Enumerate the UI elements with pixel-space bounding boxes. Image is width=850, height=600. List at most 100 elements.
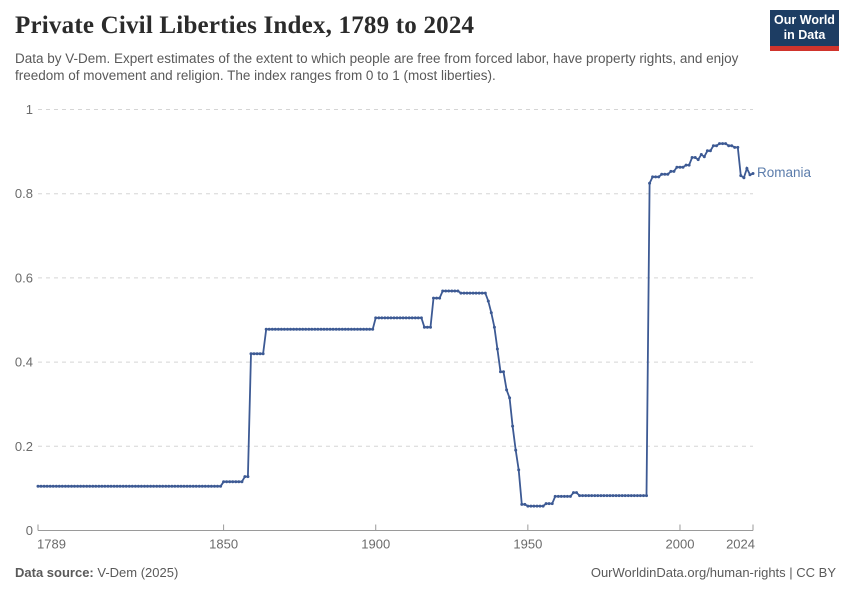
data-point[interactable] (526, 504, 530, 508)
data-point[interactable] (79, 484, 83, 488)
data-point[interactable] (468, 291, 472, 295)
data-point[interactable] (596, 494, 600, 498)
data-point[interactable] (203, 484, 207, 488)
data-point[interactable] (699, 153, 703, 156)
data-point[interactable] (170, 484, 174, 488)
data-point[interactable] (742, 176, 746, 180)
data-point[interactable] (599, 494, 603, 498)
data-point[interactable] (514, 448, 518, 452)
data-point[interactable] (276, 327, 280, 331)
data-point[interactable] (209, 484, 213, 488)
data-point[interactable] (480, 291, 484, 295)
data-point[interactable] (213, 484, 216, 488)
data-point[interactable] (130, 484, 134, 488)
data-point[interactable] (739, 174, 743, 178)
data-point[interactable] (39, 484, 43, 488)
data-point[interactable] (511, 424, 515, 428)
data-point[interactable] (401, 316, 405, 320)
data-point[interactable] (645, 494, 648, 498)
data-point[interactable] (745, 166, 749, 170)
data-point[interactable] (146, 484, 149, 488)
data-point[interactable] (416, 316, 420, 320)
data-point[interactable] (483, 291, 487, 295)
data-point[interactable] (252, 352, 256, 356)
data-point[interactable] (322, 327, 326, 331)
data-point[interactable] (173, 484, 177, 488)
data-point[interactable] (371, 327, 375, 331)
data-point[interactable] (562, 494, 566, 498)
data-point[interactable] (617, 494, 621, 498)
data-point[interactable] (456, 289, 460, 293)
data-point[interactable] (48, 484, 52, 488)
data-point[interactable] (547, 502, 551, 506)
data-point[interactable] (654, 175, 658, 179)
data-point[interactable] (316, 327, 320, 331)
data-point[interactable] (255, 352, 259, 356)
data-point[interactable] (139, 484, 143, 488)
data-point[interactable] (471, 291, 475, 295)
data-point[interactable] (459, 291, 463, 295)
data-point[interactable] (182, 484, 186, 488)
data-point[interactable] (675, 165, 679, 169)
data-point[interactable] (705, 149, 709, 153)
data-point[interactable] (112, 484, 116, 488)
data-point[interactable] (429, 325, 432, 329)
data-point[interactable] (66, 484, 70, 488)
data-point[interactable] (532, 504, 536, 508)
data-point[interactable] (136, 484, 140, 488)
data-point[interactable] (711, 144, 715, 148)
data-point[interactable] (632, 494, 636, 498)
data-point[interactable] (73, 484, 76, 488)
data-point[interactable] (243, 475, 247, 479)
data-point[interactable] (718, 142, 721, 146)
data-point[interactable] (651, 175, 655, 179)
data-point[interactable] (225, 480, 229, 484)
data-point[interactable] (392, 316, 396, 320)
data-point[interactable] (696, 158, 700, 162)
data-point[interactable] (310, 327, 314, 331)
data-point[interactable] (663, 172, 667, 176)
data-point[interactable] (258, 352, 262, 356)
data-point[interactable] (167, 484, 171, 488)
data-point[interactable] (191, 484, 195, 488)
data-point[interactable] (380, 316, 384, 320)
data-point[interactable] (419, 316, 423, 320)
data-point[interactable] (115, 484, 119, 488)
series-label-romania[interactable]: Romania (757, 165, 812, 181)
data-point[interactable] (334, 327, 338, 331)
data-point[interactable] (505, 388, 509, 392)
footer-link[interactable]: OurWorldinData.org/human-rights | CC BY (590, 565, 836, 580)
data-point[interactable] (234, 480, 238, 484)
data-point[interactable] (568, 494, 572, 498)
data-point[interactable] (237, 480, 241, 484)
data-point[interactable] (45, 484, 49, 488)
data-point[interactable] (356, 327, 359, 331)
data-point[interactable] (407, 316, 411, 320)
data-point[interactable] (602, 494, 606, 498)
data-point[interactable] (246, 475, 250, 479)
data-point[interactable] (331, 327, 335, 331)
data-point[interactable] (474, 291, 478, 295)
data-point[interactable] (319, 327, 323, 331)
data-point[interactable] (638, 494, 642, 498)
data-point[interactable] (517, 468, 521, 472)
romania-line[interactable] (38, 142, 754, 507)
data-point[interactable] (328, 327, 332, 331)
data-point[interactable] (425, 325, 429, 329)
data-point[interactable] (103, 484, 107, 488)
data-point[interactable] (270, 327, 274, 331)
data-point[interactable] (82, 484, 86, 488)
data-point[interactable] (684, 163, 688, 167)
data-point[interactable] (164, 484, 168, 488)
data-point[interactable] (133, 484, 137, 488)
data-point[interactable] (550, 502, 554, 506)
data-point[interactable] (678, 165, 682, 169)
data-point[interactable] (620, 494, 624, 498)
data-point[interactable] (660, 172, 664, 176)
data-point[interactable] (240, 480, 244, 484)
data-point[interactable] (572, 491, 575, 495)
data-point[interactable] (194, 484, 198, 488)
data-point[interactable] (374, 316, 378, 320)
data-point[interactable] (508, 396, 512, 400)
data-point[interactable] (100, 484, 104, 488)
